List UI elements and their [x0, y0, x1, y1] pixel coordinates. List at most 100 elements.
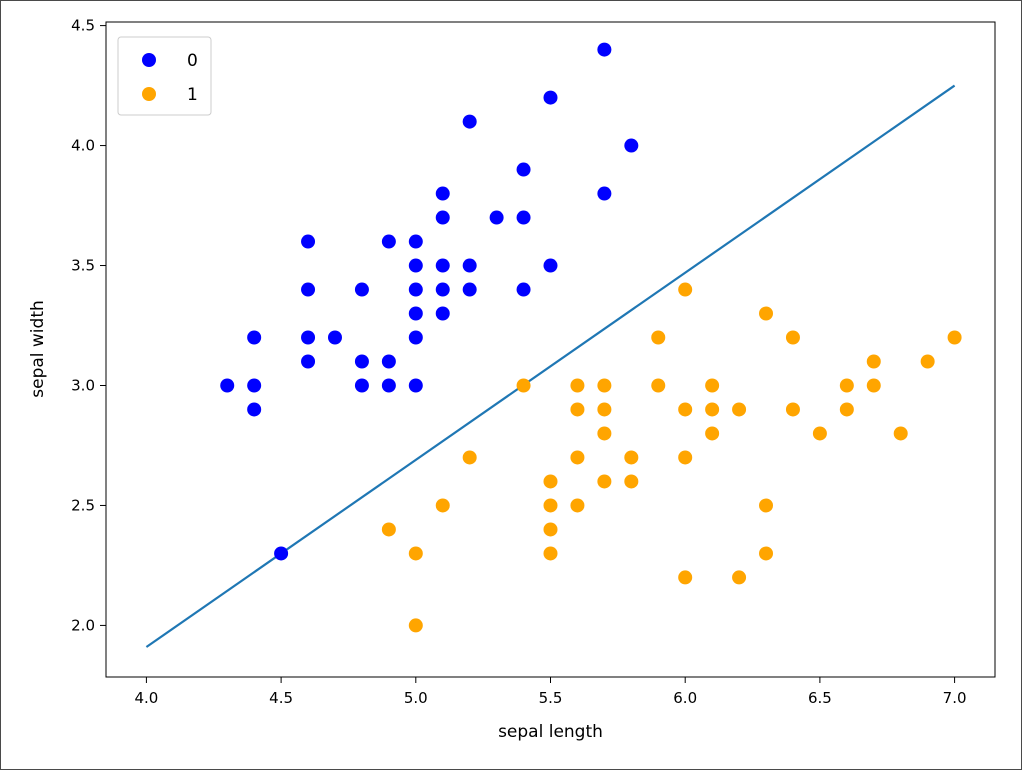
legend: 0 1 — [117, 36, 212, 116]
scatter-point-class-0 — [408, 234, 423, 249]
scatter-point-class-0 — [381, 378, 396, 393]
scatter-point-class-0 — [435, 306, 450, 321]
x-tick-label: 6.0 — [673, 689, 697, 707]
scatter-point-class-1 — [408, 546, 423, 561]
scatter-points-layer — [220, 42, 962, 633]
x-tick-label: 6.5 — [808, 689, 832, 707]
scatter-point-class-1 — [759, 546, 774, 561]
scatter-point-class-1 — [866, 378, 881, 393]
plot-area-frame — [105, 21, 996, 678]
scatter-point-class-0 — [381, 234, 396, 249]
scatter-point-class-0 — [220, 378, 235, 393]
scatter-point-class-1 — [597, 474, 612, 489]
scatter-point-class-0 — [624, 138, 639, 153]
scatter-point-class-1 — [866, 354, 881, 369]
scatter-point-class-1 — [759, 306, 774, 321]
scatter-point-class-0 — [516, 282, 531, 297]
y-tick-label: 4.5 — [71, 17, 95, 35]
scatter-point-class-1 — [570, 378, 585, 393]
scatter-point-class-0 — [247, 378, 262, 393]
y-tick-label: 4.0 — [71, 137, 95, 155]
scatter-point-class-0 — [543, 258, 558, 273]
scatter-point-class-1 — [705, 378, 720, 393]
scatter-point-class-0 — [435, 210, 450, 225]
scatter-point-class-0 — [301, 234, 316, 249]
scatter-point-class-1 — [624, 450, 639, 465]
x-tick-label: 4.0 — [134, 689, 158, 707]
scatter-point-class-1 — [570, 450, 585, 465]
y-tick-label: 3.0 — [71, 376, 95, 394]
scatter-point-class-0 — [489, 210, 504, 225]
scatter-point-class-1 — [408, 618, 423, 633]
scatter-point-class-1 — [543, 498, 558, 513]
scatter-point-class-1 — [812, 426, 827, 441]
legend-box — [117, 36, 212, 116]
y-axis-ticks: 2.0 2.5 3.0 3.5 4.0 4.5 — [71, 17, 106, 634]
scatter-point-class-1 — [597, 402, 612, 417]
scatter-point-class-1 — [624, 474, 639, 489]
x-tick-label: 5.5 — [539, 689, 563, 707]
scatter-point-class-1 — [893, 426, 908, 441]
legend-label-1: 1 — [187, 85, 198, 105]
scatter-point-class-0 — [354, 378, 369, 393]
scatter-point-class-1 — [920, 354, 935, 369]
scatter-point-class-0 — [408, 330, 423, 345]
scatter-point-class-0 — [354, 354, 369, 369]
scatter-point-class-1 — [759, 498, 774, 513]
scatter-point-class-1 — [651, 378, 666, 393]
scatter-point-class-0 — [435, 258, 450, 273]
y-tick-label: 3.5 — [71, 257, 95, 275]
scatter-point-class-1 — [947, 330, 962, 345]
scatter-point-class-0 — [597, 186, 612, 201]
legend-label-0: 0 — [187, 51, 198, 71]
scatter-point-class-1 — [381, 522, 396, 537]
scatter-point-class-0 — [435, 282, 450, 297]
x-axis-ticks: 4.0 4.5 5.0 5.5 6.0 6.5 7.0 — [134, 677, 967, 707]
scatter-point-class-1 — [435, 498, 450, 513]
legend-marker-0 — [142, 53, 156, 67]
scatter-point-class-1 — [570, 402, 585, 417]
scatter-point-class-0 — [327, 330, 342, 345]
scatter-point-class-1 — [678, 282, 693, 297]
scatter-point-class-0 — [274, 546, 289, 561]
x-axis-label: sepal length — [498, 722, 603, 742]
scatter-point-class-1 — [597, 426, 612, 441]
plot-background — [106, 22, 995, 677]
scatter-point-class-0 — [597, 42, 612, 57]
scatter-point-class-0 — [462, 258, 477, 273]
y-tick-label: 2.5 — [71, 496, 95, 514]
scatter-point-class-1 — [732, 570, 747, 585]
scatter-point-class-1 — [678, 570, 693, 585]
scatter-point-class-1 — [651, 330, 666, 345]
x-tick-label: 4.5 — [269, 689, 293, 707]
scatter-point-class-1 — [732, 402, 747, 417]
x-tick-label: 5.0 — [404, 689, 428, 707]
scatter-point-class-0 — [408, 378, 423, 393]
legend-marker-1 — [142, 87, 156, 101]
scatter-point-class-1 — [705, 426, 720, 441]
scatter-point-class-1 — [705, 402, 720, 417]
scatter-point-class-1 — [839, 402, 854, 417]
scatter-point-class-0 — [301, 330, 316, 345]
scatter-point-class-1 — [543, 546, 558, 561]
scatter-point-class-1 — [785, 330, 800, 345]
scatter-point-class-1 — [516, 378, 531, 393]
scatter-point-class-0 — [381, 354, 396, 369]
scatter-point-class-0 — [247, 402, 262, 417]
scatter-point-class-0 — [301, 282, 316, 297]
y-tick-label: 2.0 — [71, 616, 95, 634]
scatter-point-class-0 — [516, 210, 531, 225]
scatter-point-class-0 — [435, 186, 450, 201]
scatter-point-class-0 — [543, 90, 558, 105]
scatter-point-class-0 — [408, 306, 423, 321]
x-tick-label: 7.0 — [943, 689, 967, 707]
scatter-point-class-0 — [462, 114, 477, 129]
scatter-point-class-1 — [839, 378, 854, 393]
scatter-point-class-1 — [678, 450, 693, 465]
scatter-point-class-1 — [597, 378, 612, 393]
scatter-point-class-0 — [354, 282, 369, 297]
scatter-point-class-1 — [678, 402, 693, 417]
y-axis-label: sepal width — [28, 300, 48, 398]
